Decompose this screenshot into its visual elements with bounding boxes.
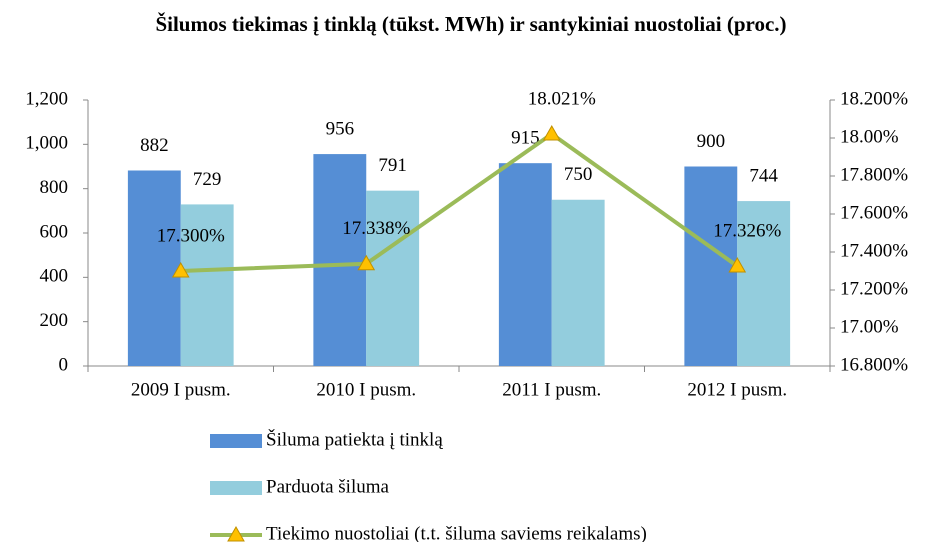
y2-tick-label: 17.600%: [840, 202, 908, 223]
data-label: 956: [326, 118, 355, 139]
y-tick-label: 400: [40, 266, 69, 287]
legend-marker: [227, 525, 245, 542]
x-tick-label: 2011 I pusm.: [502, 379, 601, 400]
bar: [180, 204, 234, 366]
legend-label: Parduota šiluma: [266, 476, 390, 497]
data-label: 882: [140, 135, 169, 156]
marker: [728, 257, 747, 273]
bar: [366, 190, 420, 366]
y2-tick-label: 16.800%: [840, 354, 908, 375]
data-label: 18.021%: [528, 88, 596, 109]
y2-tick-label: 17.00%: [840, 316, 899, 337]
bar: [127, 170, 181, 366]
legend-swatch: [210, 434, 262, 448]
bar: [737, 201, 791, 366]
y-tick-label: 200: [40, 310, 69, 331]
bar: [313, 154, 367, 366]
data-label: 17.300%: [157, 225, 225, 246]
marker: [357, 254, 376, 271]
data-label: 17.326%: [713, 220, 781, 241]
marker: [542, 125, 561, 141]
y-tick-label: 0: [59, 354, 69, 375]
data-label: 900: [697, 131, 726, 152]
y2-tick-label: 17.800%: [840, 164, 908, 185]
line: [180, 131, 739, 273]
data-label: 791: [378, 155, 407, 176]
data-label: 729: [193, 169, 222, 190]
y-tick-label: 800: [40, 177, 69, 198]
x-tick-label: 2012 I pusm.: [687, 379, 787, 400]
bar: [684, 166, 738, 366]
y-tick-label: 1,200: [25, 88, 68, 109]
legend-swatch: [210, 481, 262, 495]
bar: [551, 199, 605, 366]
chart-title: Šilumos tiekimas į tinklą (tūkst. MWh) i…: [155, 12, 787, 36]
y2-tick-label: 17.200%: [840, 278, 908, 299]
x-tick-label: 2010 I pusm.: [316, 379, 416, 400]
legend-label: Tiekimo nuostoliai (t.t. šiluma saviems …: [266, 523, 647, 542]
y-tick-label: 600: [40, 221, 69, 242]
data-label: 750: [564, 164, 593, 185]
data-label: 744: [749, 165, 778, 186]
y2-tick-label: 17.400%: [840, 240, 908, 261]
marker: [171, 261, 190, 278]
y2-tick-label: 18.200%: [840, 88, 908, 109]
legend-label: Šiluma patiekta į tinklą: [266, 428, 443, 450]
x-tick-label: 2009 I pusm.: [131, 379, 231, 400]
data-label: 17.338%: [342, 218, 410, 239]
bar: [498, 163, 552, 366]
y2-tick-label: 18.00%: [840, 126, 899, 147]
y-tick-label: 1,000: [25, 133, 68, 154]
data-label: 915: [511, 128, 540, 149]
